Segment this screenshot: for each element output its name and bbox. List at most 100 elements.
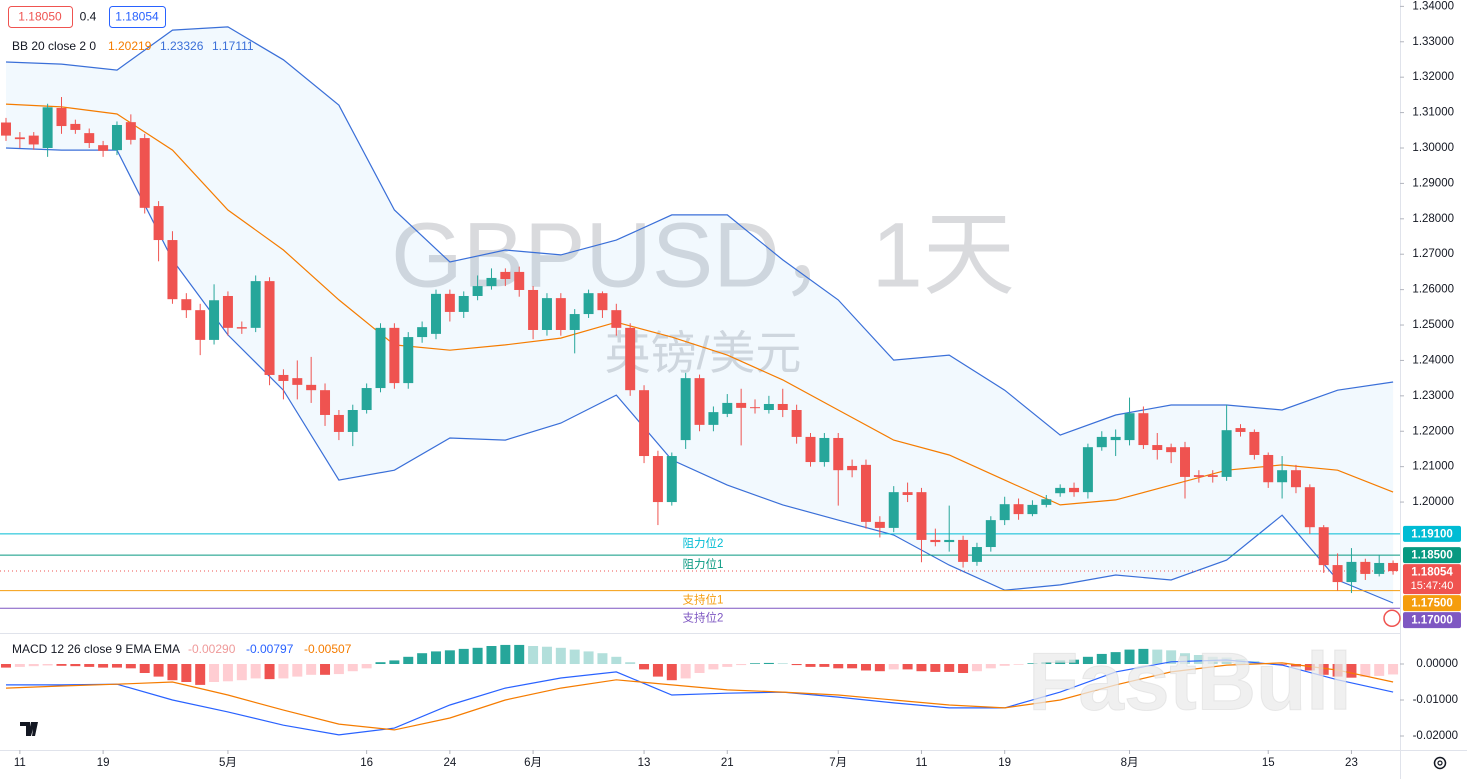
macd-hist-value: -0.00290 — [188, 642, 236, 656]
macd-line-value: -0.00797 — [246, 642, 294, 656]
candle-body — [625, 327, 636, 391]
x-tick-label: 5月 — [219, 757, 237, 769]
macd-histogram-bar — [777, 663, 788, 665]
macd-histogram-bar — [500, 644, 511, 665]
candle-body — [236, 327, 247, 329]
bb-lower-value: 1.17111 — [212, 39, 254, 53]
macd-histogram-bar — [458, 648, 469, 665]
candle-body — [888, 492, 899, 528]
candle-body — [56, 107, 67, 127]
candle-body — [930, 539, 941, 543]
candle-body — [999, 504, 1010, 521]
countdown-label: 15:47:40 — [1411, 580, 1454, 592]
bid-price: 1.18050 — [18, 10, 62, 24]
candle-body — [472, 286, 483, 296]
y-tick-label: 1.29000 — [1412, 177, 1454, 189]
macd-histogram-bar — [209, 664, 220, 683]
candle-body — [444, 293, 455, 312]
y-tick-label: 1.22000 — [1412, 425, 1454, 437]
macd-histogram-bar — [694, 664, 705, 674]
macd-histogram-bar — [111, 664, 122, 668]
candle-body — [139, 138, 150, 208]
bid-box[interactable] — [8, 6, 73, 28]
macd-histogram-bar — [541, 646, 552, 665]
macd-histogram-bar — [70, 664, 81, 667]
bb-upper — [5, 26, 1394, 436]
ask-box[interactable] — [109, 6, 166, 28]
candle-body — [1249, 431, 1260, 455]
macd-histogram-bar — [444, 650, 455, 665]
macd-histogram-bar — [860, 664, 871, 671]
candle-body — [1124, 413, 1135, 441]
macd-histogram-bar — [389, 660, 400, 665]
candle-body — [1304, 487, 1315, 528]
candle-body — [1069, 487, 1080, 493]
x-tick-label: 21 — [721, 757, 734, 769]
candle-body — [597, 293, 608, 311]
candle-body — [222, 295, 233, 328]
gear-icon[interactable] — [1433, 756, 1447, 770]
macd-histogram-bar — [431, 651, 441, 665]
macd-histogram-bar — [874, 664, 885, 672]
x-tick-label: 19 — [998, 757, 1011, 769]
macd-histogram-bar — [902, 664, 913, 670]
macd-legend: MACD 12 26 close 9 EMA EMA -0.00290 -0.0… — [12, 642, 352, 656]
macd-histogram-bar — [153, 664, 164, 677]
candle-body — [125, 122, 136, 140]
macd-histogram-bar — [514, 644, 525, 665]
level-price-label: 1.17000 — [1411, 615, 1453, 627]
y-tick-label: -0.02000 — [1413, 730, 1458, 742]
macd-histogram-bar — [971, 664, 982, 672]
candle-body — [486, 277, 497, 287]
candle-body — [916, 492, 927, 540]
x-tick-label: 24 — [443, 757, 456, 769]
macd-histogram-bar — [292, 664, 303, 677]
level-price-box — [1403, 595, 1461, 612]
macd-histogram-bar — [819, 664, 830, 667]
candle-body — [209, 300, 220, 340]
candle-body — [1360, 561, 1371, 574]
candle-body — [1207, 475, 1218, 477]
macd-histogram-bar — [56, 664, 67, 666]
macd-histogram-bar — [555, 647, 566, 665]
candle-body — [736, 402, 747, 408]
macd-histogram-bar — [652, 664, 663, 677]
level-price-label: 1.17500 — [1411, 598, 1453, 610]
candle-body — [181, 299, 192, 311]
currency-flag — [1383, 609, 1401, 628]
x-tick-label: 16 — [360, 757, 373, 769]
y-tick-label: 1.28000 — [1412, 213, 1454, 225]
macd-histogram-bar — [306, 664, 317, 675]
candle-body — [541, 298, 552, 330]
level-name: 支持位2 — [683, 610, 724, 624]
macd-histogram-bar — [1110, 652, 1121, 665]
candle-body — [42, 107, 53, 148]
bb-label: BB 20 close 2 0 — [12, 39, 96, 53]
y-tick-label: -0.01000 — [1413, 694, 1458, 706]
macd-histogram-bar — [264, 664, 275, 680]
macd-histogram-bar — [722, 664, 733, 667]
description-watermark: 英镑/美元 — [605, 327, 802, 379]
candle-body — [1, 122, 11, 136]
macd-histogram-bar — [750, 663, 761, 665]
candle-body — [431, 293, 441, 334]
candle-body — [1096, 436, 1107, 448]
candle-body — [278, 374, 289, 381]
macd-histogram-bar — [28, 664, 39, 667]
candle-body — [458, 295, 469, 312]
candle-body — [639, 390, 650, 457]
gear-center — [1437, 760, 1443, 766]
logo-shape[interactable] — [20, 722, 38, 736]
candle-body — [666, 456, 677, 503]
x-tick-label: 13 — [638, 757, 651, 769]
macd-histogram-bar — [486, 646, 497, 665]
macd-histogram-bar — [14, 664, 25, 667]
settings-button[interactable] — [1433, 756, 1447, 770]
watermark: GBPUSD，1天 英镑/美元 — [391, 204, 1015, 379]
bb-legend: BB 20 close 2 0 1.20219 1.23326 1.17111 — [12, 39, 254, 53]
candle-body — [1110, 436, 1121, 441]
level-price-label: 1.19100 — [1411, 528, 1453, 540]
macd-histogram-bar — [167, 664, 178, 681]
macd-histogram-bar — [333, 664, 344, 675]
macd-histogram-bar — [1055, 660, 1066, 665]
